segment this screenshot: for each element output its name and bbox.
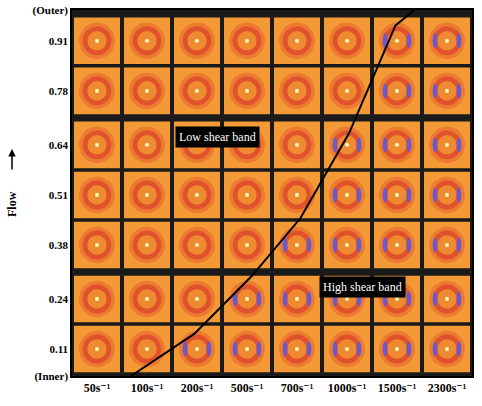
svg-text:1000s⁻¹: 1000s⁻¹ [328,381,367,395]
svg-text:0.51: 0.51 [49,189,68,201]
svg-text:0.64: 0.64 [49,139,69,151]
svg-text:(Outer): (Outer) [33,4,69,17]
svg-text:Low shear band: Low shear band [179,130,256,144]
svg-text:0.38: 0.38 [49,239,69,251]
svg-text:1500s⁻¹: 1500s⁻¹ [378,381,417,395]
svg-text:2300s⁻¹: 2300s⁻¹ [428,381,467,395]
svg-text:(Inner): (Inner) [34,370,68,383]
svg-text:700s⁻¹: 700s⁻¹ [281,381,314,395]
svg-text:0.24: 0.24 [49,293,69,305]
svg-text:0.78: 0.78 [49,85,69,97]
svg-text:0.11: 0.11 [49,343,68,355]
svg-text:200s⁻¹: 200s⁻¹ [181,381,214,395]
svg-text:100s⁻¹: 100s⁻¹ [131,381,164,395]
svg-text:Flow: Flow [5,191,19,217]
svg-text:50s⁻¹: 50s⁻¹ [84,381,111,395]
svg-text:500s⁻¹: 500s⁻¹ [231,381,264,395]
svg-text:High shear band: High shear band [323,280,402,294]
svg-text:0.91: 0.91 [49,35,68,47]
